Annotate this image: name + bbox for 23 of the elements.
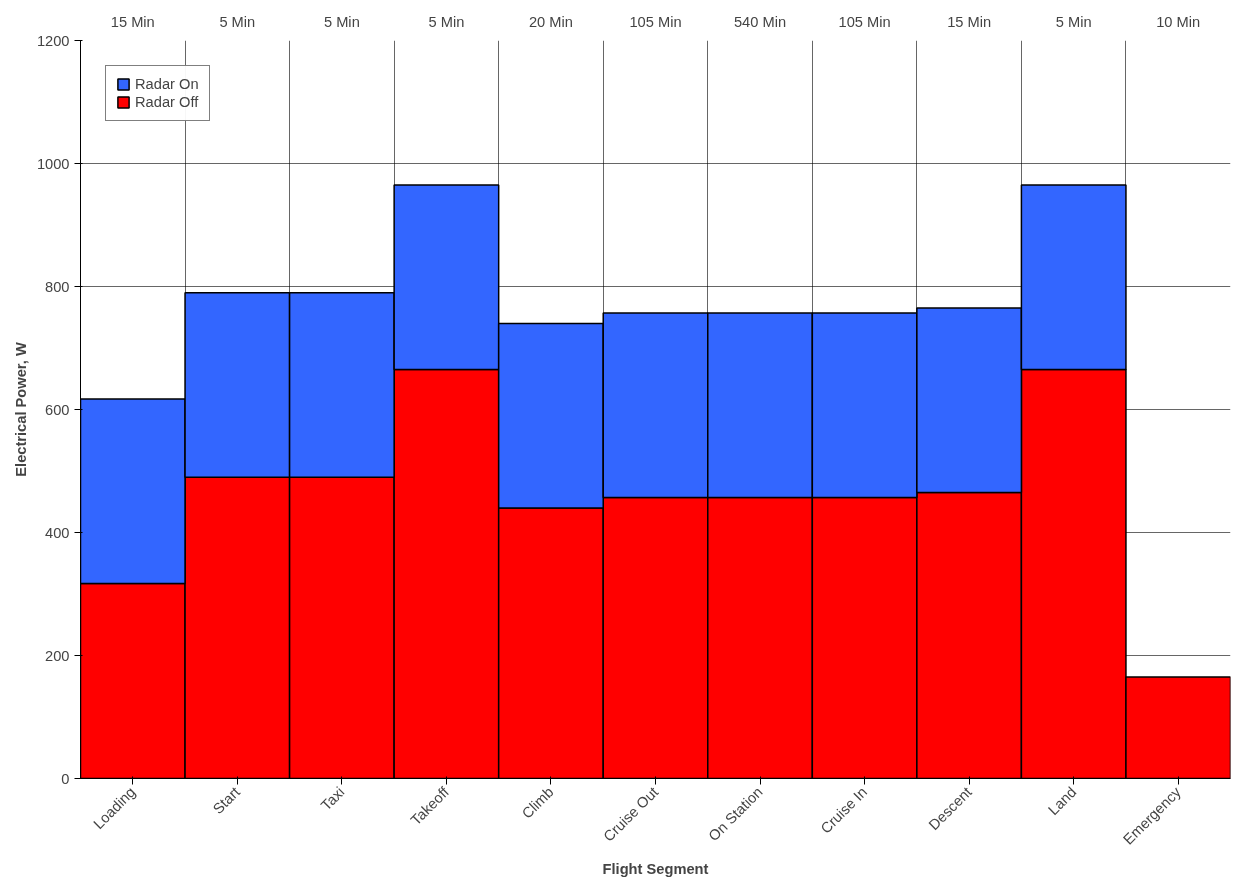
y-tick-label: 800 xyxy=(45,278,70,295)
y-tick-label: 600 xyxy=(45,401,70,418)
legend-label: Radar Off xyxy=(135,94,199,110)
y-tick-label: 0 xyxy=(61,770,70,787)
text: 5 Min xyxy=(323,13,360,30)
x-tick-label: Taxi xyxy=(317,783,348,814)
text: 5 Min xyxy=(1055,13,1092,30)
text: 5 Min xyxy=(428,13,465,30)
text: 20 Min xyxy=(528,13,573,30)
legend-label: Radar On xyxy=(135,76,199,92)
text: 105 Min xyxy=(629,13,682,30)
text: 105 Min xyxy=(838,13,891,30)
x-axis-title: Flight Segment xyxy=(602,861,709,878)
text: 15 Min xyxy=(947,13,992,30)
text: 540 Min xyxy=(733,13,787,30)
text: 5 Min xyxy=(219,13,256,30)
text: 15 Min xyxy=(110,13,155,30)
y-tick-label: 1200 xyxy=(36,32,70,49)
y-tick-label: 200 xyxy=(45,647,70,664)
y-tick-label: 400 xyxy=(45,524,70,541)
text: 10 Min xyxy=(1156,13,1201,30)
y-axis-title: Electrical Power, W xyxy=(12,342,29,477)
y-tick-label: 1000 xyxy=(36,155,70,172)
